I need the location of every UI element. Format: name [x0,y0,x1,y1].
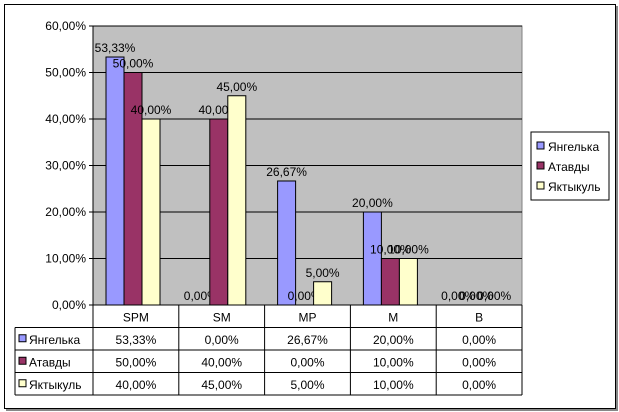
data-label: 0,00% [477,289,511,303]
bar [209,118,229,306]
table-cell: 0,00% [462,333,496,347]
table-cell: 26,67% [287,333,328,347]
bar [227,95,247,306]
table-row-label: Яктыкуль [29,378,82,392]
x-category-label: MP [299,310,317,324]
bar [313,281,333,306]
bar [105,56,125,306]
table-cell: 10,00% [373,355,414,369]
data-label: 0,00% [459,289,493,303]
table-cell: 0,00% [290,355,324,369]
x-category-label: SM [213,310,231,324]
table-legend-key [18,334,27,343]
y-tick-label: 50,00% [45,66,86,80]
table-legend-key [18,356,27,365]
bar [141,118,161,306]
legend-key [536,181,545,190]
table-cell: 20,00% [373,333,414,347]
bar [380,258,400,306]
y-tick-label: 60,00% [45,19,86,33]
table-cell: 45,00% [201,378,242,392]
y-tick-label: 0,00% [52,298,86,312]
x-category-label: SPM [123,310,149,324]
table-cell: 53,33% [116,333,157,347]
table-cell: 0,00% [205,333,239,347]
table-cell: 50,00% [116,355,157,369]
table-cell: 40,00% [201,355,242,369]
data-label: 45,00% [216,80,257,94]
legend-label: Атавды [548,160,590,174]
legend-key [536,141,545,150]
legend-key [536,161,545,170]
table-legend-key [18,379,27,388]
data-label: 10,00% [370,243,411,257]
data-label: 0,00% [441,289,475,303]
data-label: 53,33% [95,41,136,55]
table-cell: 5,00% [290,378,324,392]
data-label: 40,00% [131,103,172,117]
legend-label: Яктыкуль [548,180,601,194]
data-label: 26,67% [266,165,307,179]
y-tick-label: 10,00% [45,252,86,266]
legend-label: Янгелька [548,140,599,154]
bar [398,258,418,306]
x-category-label: B [475,310,483,324]
table-cell: 40,00% [116,378,157,392]
x-category-label: M [388,310,398,324]
bar [362,211,382,306]
table-row-label: Атавды [29,355,71,369]
y-tick-label: 30,00% [45,159,86,173]
table-row-label: Янгелька [29,333,80,347]
data-label: 5,00% [306,266,340,280]
data-label: 50,00% [113,57,154,71]
bar [277,180,297,306]
table-cell: 0,00% [462,378,496,392]
data-label: 20,00% [352,196,393,210]
data-label: 10,00% [388,243,429,257]
table-cell: 10,00% [373,378,414,392]
y-tick-label: 20,00% [45,205,86,219]
table-cell: 0,00% [462,355,496,369]
y-tick-label: 40,00% [45,112,86,126]
